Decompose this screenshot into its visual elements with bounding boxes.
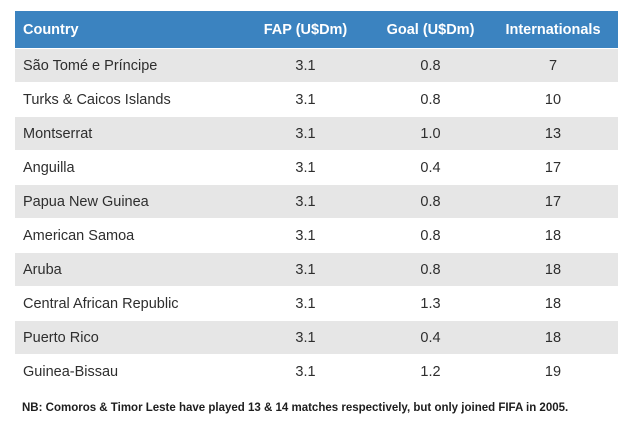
- column-header-goal: Goal (U$Dm): [373, 11, 488, 49]
- cell-fap: 3.1: [238, 218, 373, 253]
- table-row: Montserrat 3.1 1.0 13: [15, 116, 618, 151]
- cell-country: Montserrat: [15, 116, 238, 151]
- cell-fap: 3.1: [238, 82, 373, 117]
- table-row: Puerto Rico 3.1 0.4 18: [15, 320, 618, 355]
- table-row: Aruba 3.1 0.8 18: [15, 252, 618, 287]
- cell-country: Central African Republic: [15, 286, 238, 321]
- cell-fap: 3.1: [238, 252, 373, 287]
- header-row: Country FAP (U$Dm) Goal (U$Dm) Internati…: [15, 11, 618, 49]
- cell-fap: 3.1: [238, 150, 373, 185]
- footnote: NB: Comoros & Timor Leste have played 13…: [22, 402, 569, 414]
- table-header: Country FAP (U$Dm) Goal (U$Dm) Internati…: [15, 11, 618, 49]
- table-row: American Samoa 3.1 0.8 18: [15, 218, 618, 253]
- cell-goal: 0.4: [373, 150, 488, 185]
- cell-goal: 0.8: [373, 48, 488, 83]
- countries-table: Country FAP (U$Dm) Goal (U$Dm) Internati…: [15, 11, 618, 388]
- table-row: Papua New Guinea 3.1 0.8 17: [15, 184, 618, 219]
- cell-country: American Samoa: [15, 218, 238, 253]
- cell-country: Puerto Rico: [15, 320, 238, 355]
- cell-fap: 3.1: [238, 320, 373, 355]
- cell-goal: 0.8: [373, 218, 488, 253]
- cell-country: Turks & Caicos Islands: [15, 82, 238, 117]
- cell-goal: 0.8: [373, 252, 488, 287]
- cell-internationals: 18: [488, 218, 618, 253]
- cell-fap: 3.1: [238, 116, 373, 151]
- table-row: Guinea-Bissau 3.1 1.2 19: [15, 354, 618, 388]
- cell-internationals: 18: [488, 320, 618, 355]
- data-table-container: Country FAP (U$Dm) Goal (U$Dm) Internati…: [15, 11, 618, 388]
- cell-country: Papua New Guinea: [15, 184, 238, 219]
- cell-internationals: 18: [488, 286, 618, 321]
- cell-country: Aruba: [15, 252, 238, 287]
- column-header-country: Country: [15, 11, 238, 49]
- cell-goal: 1.2: [373, 354, 488, 388]
- cell-internationals: 19: [488, 354, 618, 388]
- table-row: Anguilla 3.1 0.4 17: [15, 150, 618, 185]
- table-row: São Tomé e Príncipe 3.1 0.8 7: [15, 48, 618, 83]
- table-body: São Tomé e Príncipe 3.1 0.8 7 Turks & Caicos…: [15, 48, 618, 388]
- cell-fap: 3.1: [238, 354, 373, 388]
- cell-goal: 0.4: [373, 320, 488, 355]
- column-header-fap: FAP (U$Dm): [238, 11, 373, 49]
- table-row: Central African Republic 3.1 1.3 18: [15, 286, 618, 321]
- cell-internationals: 17: [488, 150, 618, 185]
- cell-fap: 3.1: [238, 184, 373, 219]
- column-header-internationals: Internationals: [488, 11, 618, 49]
- cell-internationals: 18: [488, 252, 618, 287]
- cell-goal: 1.0: [373, 116, 488, 151]
- cell-goal: 0.8: [373, 82, 488, 117]
- cell-fap: 3.1: [238, 286, 373, 321]
- cell-fap: 3.1: [238, 48, 373, 83]
- cell-internationals: 7: [488, 48, 618, 83]
- cell-internationals: 10: [488, 82, 618, 117]
- cell-internationals: 17: [488, 184, 618, 219]
- cell-country: São Tomé e Príncipe: [15, 48, 238, 83]
- table-row: Turks & Caicos Islands 3.1 0.8 10: [15, 82, 618, 117]
- cell-goal: 1.3: [373, 286, 488, 321]
- cell-goal: 0.8: [373, 184, 488, 219]
- cell-country: Guinea-Bissau: [15, 354, 238, 388]
- cell-internationals: 13: [488, 116, 618, 151]
- cell-country: Anguilla: [15, 150, 238, 185]
